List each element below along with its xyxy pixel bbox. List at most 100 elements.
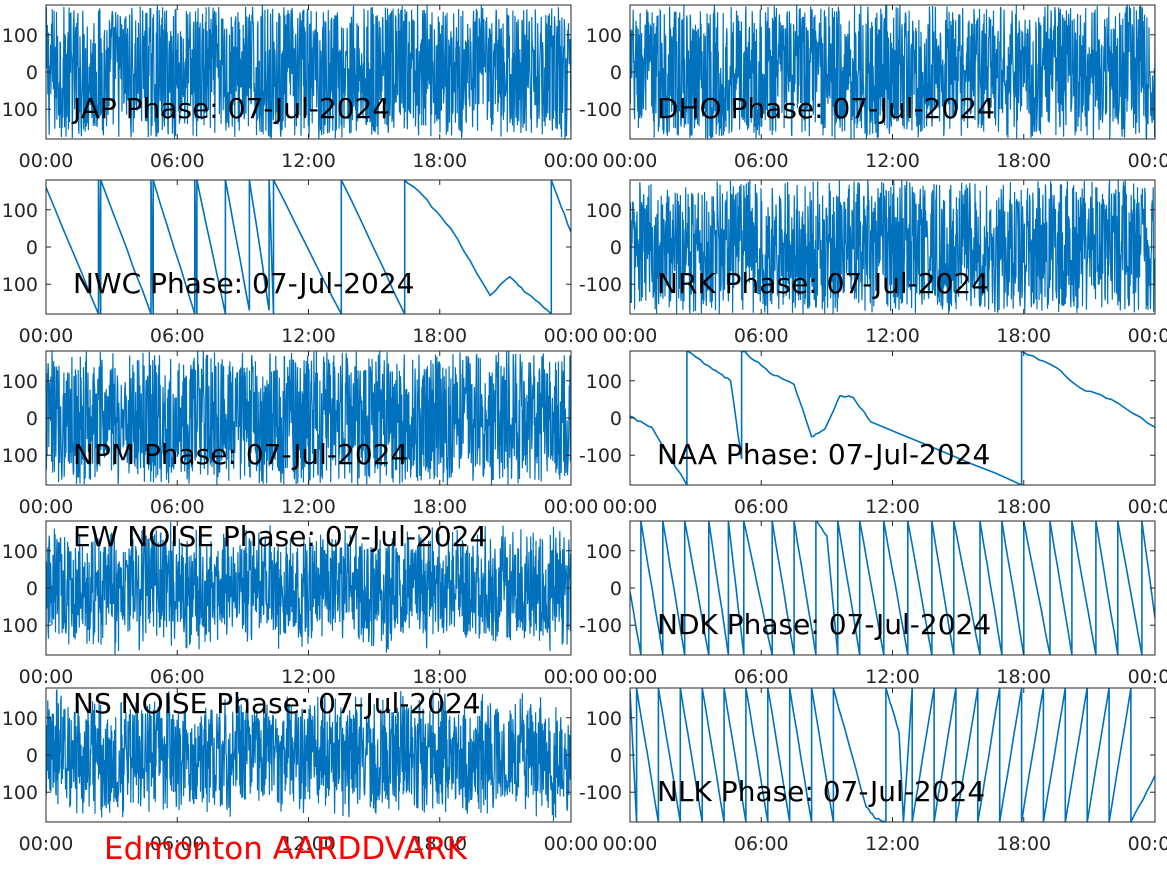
x-tick-label: 18:00 (412, 325, 467, 347)
panel-title: NAA Phase: 07-Jul-2024 (657, 438, 990, 471)
x-tick-label: 00:00 (603, 150, 658, 172)
x-tick-label: 12:00 (865, 496, 920, 518)
x-tick-label: 18:00 (996, 325, 1051, 347)
plot-area (630, 521, 1155, 655)
x-tick-label: 18:00 (996, 496, 1051, 518)
y-tick-label: 100 (586, 371, 622, 393)
plot-area (46, 180, 571, 314)
x-tick-label: 00:00 (1128, 150, 1167, 172)
y-tick-label: 100 (2, 445, 38, 467)
phase-trace (46, 180, 571, 314)
phase-panel: -100 0 100 00:00 06:00 12:00 18:00 00:00 NDK Pha… (579, 520, 1167, 688)
panel-title: NPM Phase: 07-Jul-2024 (73, 438, 408, 471)
y-tick-label: -100 (579, 274, 622, 296)
phase-trace (630, 5, 1155, 139)
y-tick-label: 100 (2, 99, 38, 121)
plot-area (630, 351, 1155, 485)
x-tick-label: 18:00 (996, 666, 1051, 688)
x-tick-label: 00:00 (1128, 833, 1167, 855)
x-tick-label: 18:00 (412, 666, 467, 688)
y-tick-label: 100 (2, 200, 38, 222)
x-tick-label: 06:00 (150, 325, 205, 347)
x-tick-label: 06:00 (150, 833, 205, 855)
y-tick-label: 100 (2, 541, 38, 563)
panel-title: JAP Phase: 07-Jul-2024 (71, 92, 390, 125)
y-tick-label: 0 (26, 745, 38, 767)
x-tick-label: 18:00 (412, 496, 467, 518)
x-tick-label: 00:00 (19, 496, 74, 518)
x-tick-label: 06:00 (150, 496, 205, 518)
x-tick-label: 00:00 (19, 150, 74, 172)
station-footer: Edmonton AARDDVARK (104, 831, 468, 867)
x-tick-label: 06:00 (734, 666, 789, 688)
phase-trace (46, 689, 571, 822)
x-tick-label: 00:00 (544, 496, 599, 518)
y-tick-label: 100 (2, 615, 38, 637)
y-tick-label: 100 (586, 708, 622, 730)
x-tick-label: 00:00 (1128, 325, 1167, 347)
panel-title: NWC Phase: 07-Jul-2024 (73, 267, 414, 300)
y-tick-label: 0 (610, 237, 622, 259)
x-tick-label: 18:00 (996, 833, 1051, 855)
y-tick-label: 100 (2, 25, 38, 47)
phase-trace (630, 180, 1155, 314)
x-tick-label: 00:00 (603, 325, 658, 347)
y-tick-label: 0 (610, 408, 622, 430)
x-tick-label: 00:00 (603, 666, 658, 688)
x-tick-label: 06:00 (150, 666, 205, 688)
y-tick-label: 100 (2, 274, 38, 296)
phase-trace (630, 688, 1155, 822)
x-tick-label: 00:00 (544, 150, 599, 172)
x-tick-label: 00:00 (19, 666, 74, 688)
panel-title: DHO Phase: 07-Jul-2024 (657, 92, 995, 125)
y-tick-label: 100 (586, 541, 622, 563)
phase-panel: 100 0 100 00:00 06:00 12:00 18:00 00:00 JAP Phas… (2, 4, 599, 172)
y-tick-label: 0 (610, 62, 622, 84)
y-tick-label: 100 (2, 782, 38, 804)
y-tick-label: -100 (579, 615, 622, 637)
y-tick-label: 100 (586, 25, 622, 47)
x-tick-label: 00:00 (544, 833, 599, 855)
x-tick-label: 18:00 (412, 833, 467, 855)
y-tick-label: 100 (2, 371, 38, 393)
x-tick-label: 12:00 (281, 833, 336, 855)
x-tick-label: 00:00 (603, 496, 658, 518)
y-tick-label: 0 (26, 62, 38, 84)
x-tick-label: 00:00 (19, 833, 74, 855)
x-tick-label: 00:00 (603, 833, 658, 855)
y-tick-label: -100 (579, 445, 622, 467)
phase-trace (46, 521, 571, 655)
phase-trace (46, 5, 571, 139)
x-tick-label: 00:00 (544, 325, 599, 347)
x-tick-label: 06:00 (734, 150, 789, 172)
y-tick-label: 0 (610, 578, 622, 600)
x-tick-label: 00:00 (1128, 496, 1167, 518)
x-tick-label: 00:00 (1128, 666, 1167, 688)
x-tick-label: 12:00 (865, 833, 920, 855)
y-tick-label: 0 (610, 745, 622, 767)
y-tick-label: 100 (586, 200, 622, 222)
x-tick-label: 18:00 (996, 150, 1051, 172)
phase-panel: 100 0 100 00:00 06:00 12:00 18:00 00:00 NWC Phas… (2, 179, 599, 347)
x-tick-label: 00:00 (544, 666, 599, 688)
y-tick-label: 0 (26, 578, 38, 600)
phase-trace (46, 351, 571, 485)
phase-panel: -100 0 100 00:00 06:00 12:00 18:00 00:00 NLK Pha… (579, 687, 1167, 855)
phase-panel: 100 0 100 00:00 06:00 12:00 18:00 00:00 NS NOISE… (2, 687, 599, 855)
panel-title: NLK Phase: 07-Jul-2024 (657, 775, 985, 808)
x-tick-label: 06:00 (734, 496, 789, 518)
x-tick-label: 12:00 (865, 150, 920, 172)
phase-panel: -100 0 100 00:00 06:00 12:00 18:00 00:00 NRK Pha… (579, 179, 1167, 347)
phase-panel: 100 0 100 00:00 06:00 12:00 18:00 00:00 NPM Phas… (2, 350, 599, 518)
phase-trace (630, 351, 1155, 485)
x-tick-label: 12:00 (865, 325, 920, 347)
panel-title: EW NOISE Phase: 07-Jul-2024 (73, 520, 487, 553)
x-tick-label: 12:00 (281, 496, 336, 518)
y-tick-label: -100 (579, 782, 622, 804)
x-tick-label: 12:00 (865, 666, 920, 688)
x-tick-label: 06:00 (150, 150, 205, 172)
y-tick-label: 100 (2, 708, 38, 730)
x-tick-label: 06:00 (734, 325, 789, 347)
panel-title: NRK Phase: 07-Jul-2024 (657, 267, 989, 300)
